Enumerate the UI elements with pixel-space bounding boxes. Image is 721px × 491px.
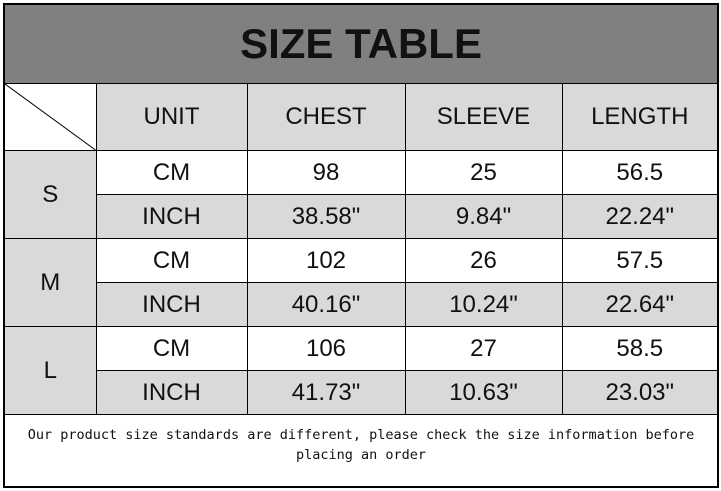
chest-cell: 102 [246,238,406,283]
unit-cell: INCH [95,194,248,239]
unit-cell: INCH [95,370,248,415]
size-note: Our product size standards are different… [27,427,695,463]
size-label: L [5,326,97,415]
length-cell: 23.03" [561,370,718,415]
header-length: LENGTH [561,83,718,151]
chest-cell: 98 [246,150,406,195]
chest-cell: 106 [246,326,406,371]
size-table-frame: SIZE TABLE UNIT CHEST SLEEVE LENGTH S CM… [3,3,719,488]
size-table: SIZE TABLE UNIT CHEST SLEEVE LENGTH S CM… [5,5,718,415]
sleeve-cell: 9.84" [404,194,563,239]
table-row: INCH 40.16" 10.24" 22.64" [5,282,718,327]
chest-cell: 38.58" [246,194,406,239]
length-cell: 58.5 [561,326,718,371]
table-row: M CM 102 26 57.5 [5,238,718,327]
length-cell: 57.5 [561,238,718,283]
sleeve-cell: 10.24" [404,282,563,327]
sleeve-cell: 26 [404,238,563,283]
header-sleeve: SLEEVE [404,83,563,151]
length-cell: 22.24" [561,194,718,239]
size-label: M [5,238,97,327]
table-row: S CM 98 25 56.5 [5,150,718,239]
length-cell: 22.64" [561,282,718,327]
unit-cell: CM [95,238,248,283]
size-label: S [5,150,97,239]
unit-cell: CM [95,326,248,371]
corner-cell [5,83,97,151]
unit-cell: CM [95,150,248,195]
chest-cell: 41.73" [246,370,406,415]
unit-cell: INCH [95,282,248,327]
table-row: L CM 106 27 58.5 [5,326,718,415]
diagonal-line [5,84,96,150]
sleeve-cell: 10.63" [404,370,563,415]
sleeve-cell: 25 [404,150,563,195]
table-row: INCH 41.73" 10.63" 23.03" [5,370,718,415]
length-cell: 56.5 [561,150,718,195]
header-chest: CHEST [246,83,406,151]
sleeve-cell: 27 [404,326,563,371]
table-title: SIZE TABLE [5,5,718,84]
chest-cell: 40.16" [246,282,406,327]
header-unit: UNIT [95,83,248,151]
table-row: INCH 38.58" 9.84" 22.24" [5,194,718,239]
